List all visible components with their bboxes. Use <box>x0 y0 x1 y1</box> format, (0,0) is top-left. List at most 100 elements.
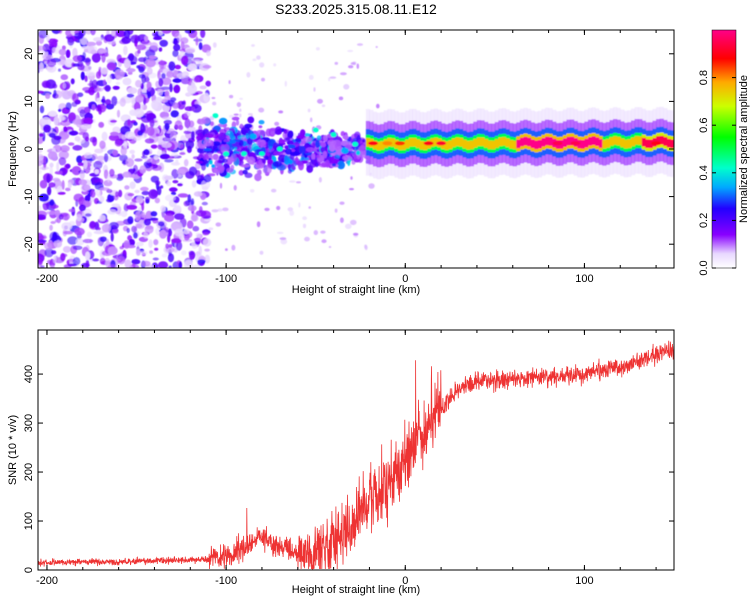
transition-blob <box>223 138 230 143</box>
noise-blob <box>188 78 193 82</box>
y-tick-label: 0 <box>23 146 35 152</box>
noise-blob <box>145 58 156 68</box>
noise-blob <box>116 128 121 132</box>
noise-blob <box>321 239 327 244</box>
transition-blob <box>273 151 282 156</box>
noise-blob <box>161 253 168 258</box>
noise-blob <box>191 81 196 89</box>
noise-blob <box>152 219 159 224</box>
noise-blob <box>53 116 59 126</box>
signal-band-cell <box>512 140 517 150</box>
noise-blob <box>92 258 100 262</box>
noise-blob <box>250 189 255 193</box>
noise-blob <box>212 101 217 106</box>
noise-blob <box>170 131 177 141</box>
signal-band-cell <box>419 141 424 150</box>
noise-blob <box>77 162 84 167</box>
noise-blob <box>239 97 244 100</box>
noise-blob <box>78 132 86 135</box>
transition-blob <box>298 145 306 154</box>
transition-blob <box>299 129 306 137</box>
noise-blob <box>141 202 145 212</box>
snr-line <box>38 340 674 570</box>
signal-band-cell <box>527 137 532 147</box>
noise-blob <box>46 174 51 184</box>
signal-band-cell <box>605 139 610 148</box>
noise-blob <box>128 53 135 62</box>
noise-blob <box>143 231 149 239</box>
transition-blob <box>284 145 289 149</box>
noise-blob <box>91 53 101 63</box>
transition-blob <box>323 134 328 142</box>
noise-blob <box>88 86 95 96</box>
noise-blob <box>91 153 98 161</box>
noise-blob <box>133 108 145 118</box>
noise-blob <box>146 126 155 136</box>
noise-blob <box>103 179 113 187</box>
noise-blob <box>134 35 138 44</box>
signal-hotspot <box>552 141 563 146</box>
noise-blob <box>144 35 149 42</box>
noise-blob <box>202 238 212 247</box>
signal-hotspot <box>382 141 393 146</box>
noise-blob <box>65 187 71 192</box>
noise-blob <box>106 238 110 246</box>
noise-blob <box>134 158 143 162</box>
noise-blob <box>205 80 211 87</box>
noise-blob <box>85 136 90 142</box>
noise-blob <box>350 62 356 65</box>
noise-blob <box>120 146 127 156</box>
transition-blob <box>220 143 230 153</box>
noise-blob <box>123 203 129 212</box>
noise-blob <box>271 188 277 193</box>
noise-blob <box>83 184 91 191</box>
noise-blob <box>280 238 288 245</box>
noise-blob <box>76 155 83 164</box>
noise-blob <box>116 54 122 62</box>
noise-blob <box>160 30 172 34</box>
noise-blob <box>93 160 103 170</box>
colorbar-tick-label: 0.2 <box>698 213 710 228</box>
noise-blob <box>132 164 138 175</box>
transition-blob <box>274 121 280 126</box>
transition-blob <box>320 142 327 148</box>
signal-band-cell <box>645 139 650 148</box>
snr-xlabel: Height of straight line (km) <box>292 584 420 596</box>
noise-blob <box>162 116 171 120</box>
transition-blob <box>249 133 257 140</box>
noise-blob <box>60 253 66 262</box>
noise-blob <box>58 150 69 160</box>
noise-blob <box>118 189 123 198</box>
noise-blob <box>46 58 57 68</box>
transition-blob <box>258 158 263 168</box>
signal-band-cell <box>530 139 535 149</box>
transition-blob <box>247 116 255 124</box>
noise-blob <box>203 215 212 219</box>
noise-blob <box>52 47 57 53</box>
noise-blob <box>304 236 310 242</box>
signal-band-cell <box>459 138 464 147</box>
noise-blob <box>168 265 172 268</box>
noise-blob <box>53 240 63 248</box>
noise-blob <box>208 227 214 231</box>
noise-blob <box>153 36 163 41</box>
noise-blob <box>114 69 125 79</box>
transition-blob <box>362 139 366 143</box>
noise-blob <box>137 49 141 54</box>
noise-blob <box>356 63 360 69</box>
noise-blob <box>149 118 155 128</box>
transition-blob <box>289 151 300 157</box>
noise-blob <box>165 243 170 249</box>
transition-blob <box>254 173 262 182</box>
noise-blob <box>115 191 119 198</box>
noise-blob <box>85 41 97 47</box>
noise-blob <box>168 244 173 248</box>
noise-blob <box>154 180 161 186</box>
noise-blob <box>71 166 82 176</box>
noise-blob <box>54 209 61 217</box>
noise-blob <box>124 58 131 69</box>
noise-blob <box>41 116 52 127</box>
transition-blob <box>341 147 349 154</box>
noise-blob <box>97 48 107 54</box>
noise-blob <box>127 118 131 126</box>
